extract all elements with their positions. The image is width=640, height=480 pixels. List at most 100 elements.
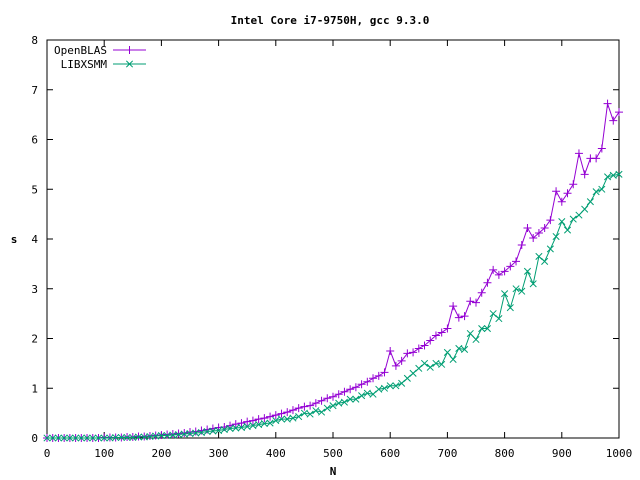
data-point-libxsmm xyxy=(552,232,560,241)
data-point-libxsmm xyxy=(398,379,406,387)
data-point-libxsmm xyxy=(157,431,165,440)
data-point-libxsmm xyxy=(335,399,343,407)
data-point-libxsmm xyxy=(312,407,320,415)
y-tick-label: 7 xyxy=(31,84,38,97)
data-point-openblas xyxy=(386,346,395,355)
data-point-openblas xyxy=(403,349,412,358)
data-point-libxsmm xyxy=(466,329,474,338)
data-point-openblas xyxy=(466,297,475,306)
data-point-openblas xyxy=(271,411,280,420)
data-point-libxsmm xyxy=(432,359,440,367)
data-point-libxsmm xyxy=(409,369,417,377)
x-tick-label: 1000 xyxy=(606,447,633,460)
data-point-openblas xyxy=(231,420,240,429)
x-tick-labels: 0 100 200 300 400 500 600 700 800 900 1000 xyxy=(44,447,633,460)
x-tick-label: 300 xyxy=(209,447,229,460)
y-tick-label: 5 xyxy=(31,183,38,196)
data-point-libxsmm xyxy=(483,324,491,333)
data-point-libxsmm xyxy=(546,245,554,253)
data-point-openblas xyxy=(483,278,492,287)
y-tick-label: 2 xyxy=(31,333,38,346)
data-point-libxsmm xyxy=(443,348,451,356)
data-point-openblas xyxy=(323,394,332,403)
legend-label: LIBXSMM xyxy=(61,58,108,71)
data-point-libxsmm xyxy=(112,433,120,442)
data-point-openblas xyxy=(363,377,372,386)
data-point-libxsmm xyxy=(123,433,131,442)
data-point-openblas xyxy=(546,216,555,225)
data-point-libxsmm xyxy=(478,324,486,333)
x-tick-label: 0 xyxy=(44,447,51,460)
data-point-openblas xyxy=(580,170,589,179)
data-point-openblas xyxy=(294,404,303,413)
data-point-libxsmm xyxy=(129,433,137,442)
data-point-openblas xyxy=(592,154,601,163)
data-point-openblas xyxy=(494,270,503,279)
data-point-libxsmm xyxy=(495,315,503,323)
data-point-libxsmm xyxy=(581,205,589,213)
data-point-openblas xyxy=(443,324,452,333)
series-line-openblas xyxy=(47,103,620,439)
data-point-libxsmm xyxy=(455,344,463,353)
legend-marker xyxy=(125,60,134,68)
data-point-libxsmm xyxy=(438,360,446,368)
data-point-openblas xyxy=(437,328,446,337)
data-point-libxsmm xyxy=(523,267,532,275)
data-point-openblas xyxy=(340,387,349,396)
x-tick-label: 900 xyxy=(552,447,572,460)
data-point-openblas xyxy=(254,415,263,424)
data-point-libxsmm xyxy=(358,392,366,400)
data-point-libxsmm xyxy=(615,170,623,178)
data-point-libxsmm xyxy=(169,431,177,439)
data-point-openblas xyxy=(517,240,526,249)
data-point-libxsmm xyxy=(106,434,114,442)
y-tick-label: 1 xyxy=(31,382,38,395)
data-point-libxsmm xyxy=(489,310,497,318)
data-point-openblas xyxy=(449,302,458,311)
data-point-openblas xyxy=(569,180,578,189)
x-tick-label: 100 xyxy=(94,447,114,460)
data-point-openblas xyxy=(472,298,480,307)
data-point-openblas xyxy=(500,267,509,276)
data-point-libxsmm xyxy=(209,427,217,435)
x-tick-label: 200 xyxy=(151,447,171,460)
data-point-libxsmm xyxy=(272,417,280,425)
data-point-libxsmm xyxy=(392,382,400,390)
data-point-libxsmm xyxy=(226,424,234,433)
data-point-libxsmm xyxy=(197,428,205,437)
data-point-libxsmm xyxy=(420,359,429,367)
data-point-openblas xyxy=(277,409,286,418)
data-point-openblas xyxy=(529,234,538,243)
data-point-libxsmm xyxy=(175,430,183,439)
data-point-libxsmm xyxy=(243,423,251,431)
data-point-openblas xyxy=(540,224,549,233)
data-point-libxsmm xyxy=(501,290,509,298)
data-point-openblas xyxy=(523,224,532,233)
data-point-libxsmm xyxy=(598,185,606,193)
data-point-libxsmm xyxy=(43,434,51,442)
data-point-openblas xyxy=(334,390,343,399)
data-point-libxsmm xyxy=(49,434,57,442)
data-point-openblas xyxy=(615,108,623,117)
data-point-libxsmm xyxy=(94,434,103,442)
data-point-libxsmm xyxy=(363,389,371,397)
data-point-libxsmm xyxy=(318,408,326,416)
data-point-libxsmm xyxy=(146,432,154,441)
data-point-libxsmm xyxy=(461,345,469,353)
data-point-openblas xyxy=(597,144,606,153)
data-point-openblas xyxy=(300,402,309,411)
data-point-openblas xyxy=(563,189,572,198)
data-point-libxsmm xyxy=(295,413,303,421)
data-point-libxsmm xyxy=(266,419,274,427)
data-point-openblas xyxy=(460,312,469,321)
data-point-libxsmm xyxy=(220,425,228,434)
data-point-libxsmm xyxy=(54,434,62,442)
data-point-libxsmm xyxy=(300,409,308,417)
data-point-openblas xyxy=(552,187,561,196)
data-point-openblas xyxy=(317,396,326,405)
data-point-openblas xyxy=(266,412,275,421)
data-point-openblas xyxy=(409,348,418,357)
y-tick-label: 3 xyxy=(31,283,38,296)
